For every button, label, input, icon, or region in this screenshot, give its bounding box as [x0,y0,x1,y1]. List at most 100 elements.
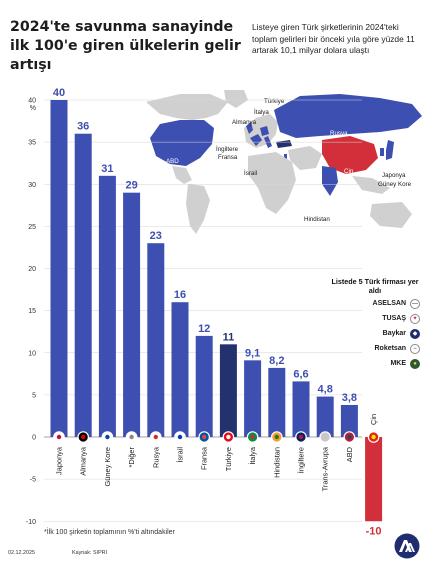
map-greenland [224,90,248,108]
flag-icon-center [371,434,376,440]
bar [195,335,213,437]
data-label: 40 [53,87,65,99]
legend-row: Baykar ◆ [330,327,420,340]
legend-firm-label: Baykar [382,330,406,337]
flag-icon-center [153,434,158,440]
data-label: 23 [150,230,162,242]
flag-icon-center [177,434,183,440]
y-tick-label: 40 [28,98,36,105]
flag-icon-center [226,434,231,440]
map-korea [380,148,384,156]
world-map: Türkiye İtalya Almanya Rusya ABD İngilte… [140,88,426,236]
y-tick-label: 10 [28,350,36,357]
data-label: -10 [366,525,382,537]
flag-icon-center [105,434,110,440]
y-tick-label: 30 [28,182,36,189]
map-label-cin: Çin [344,168,354,175]
page-title: 2024'te savunma sanayinde ilk 100'e gire… [10,19,241,73]
category-label: Hindistan [272,447,281,478]
map-label-fransa: Fransa [218,154,238,161]
category-label: ABD [345,447,354,462]
y-tick-label: -5 [30,477,36,484]
map-france [250,134,262,146]
map-usa [150,120,214,166]
map-southeast-asia [352,176,390,194]
y-tick-label: -10 [26,519,36,526]
bar [171,302,189,437]
map-label-almanya: Almanya [232,119,257,126]
map-uk [246,122,253,134]
category-label: Trans-Avrupa [321,446,330,491]
bar [316,396,334,437]
category-label: Türkiye [224,447,233,471]
bar [74,133,92,437]
category-label: Rusya [151,446,160,468]
data-label: 31 [101,163,113,175]
bar [98,175,116,437]
category-label: Çin [369,414,378,425]
flag-icon-center [56,434,62,440]
bar [292,381,310,437]
bar [340,404,358,437]
data-label: 12 [198,323,210,335]
flag-icon-center [81,434,86,440]
data-label: 36 [77,121,89,133]
map-label-rusya: Rusya [330,130,348,137]
footnote: *İlk 100 şirketin toplamının %'ti altınd… [44,529,175,536]
category-label: Güney Kore [103,447,112,486]
data-label: 16 [174,289,186,301]
category-label: İsrail [176,447,185,463]
bar [365,437,383,522]
map-china [322,136,378,174]
mke-logo-icon: ● [410,358,420,369]
legend-row: Roketsan − [330,342,420,355]
y-tick-label: 35 [28,140,36,147]
legend-row: MKE ● [330,357,420,370]
data-label: 29 [125,180,137,192]
map-label-guney-kore: Güney Kore [378,181,412,188]
flag-icon-center [202,434,207,440]
y-tick-label: 0 [32,435,36,442]
y-tick-label: 20 [28,266,36,273]
map-label-ingiltere: İngiltere [216,146,239,153]
map-central-america [172,166,192,184]
map-label-turkiye: Türkiye [264,98,285,105]
legend-firm-label: Roketsan [374,345,406,352]
map-africa [248,152,296,214]
map-label-italya: İtalya [254,109,269,116]
flag-icon-center [274,434,279,440]
flag-icon-center [129,434,134,440]
category-label: *Diğer [127,446,136,467]
category-label: İtalya [248,446,257,465]
data-label: 11 [223,331,235,343]
y-tick-label: 5 [32,392,36,399]
footer-source: Kaynak: SIPRI [72,550,108,556]
data-label: 3,8 [342,392,357,404]
category-label: Japonya [55,446,64,475]
legend-firm-label: TUSAŞ [382,315,406,322]
y-axis-unit: % [30,105,36,112]
flag-icon-center [298,434,304,440]
map-middle-east [288,146,322,170]
bar [147,243,165,437]
category-label: İngiltere [297,447,306,473]
bar [123,192,141,437]
map-label-hindistan: Hindistan [304,216,330,223]
map-label-japonya: Japonya [382,172,406,179]
bar [244,360,262,437]
firm-legend: Listede 5 Türk firması yer aldı ASELSAN … [330,277,420,370]
map-japan [386,140,394,160]
data-label: 4,8 [318,384,333,396]
legend-firm-label: MKE [390,360,406,367]
data-label: 6,6 [293,368,308,380]
category-label: Fransa [200,446,209,470]
y-tick-label: 15 [28,308,36,315]
flag-icon-center [347,434,352,440]
baykar-logo-icon: ◆ [410,328,420,339]
bar [268,367,286,437]
aselsan-logo-icon: — [410,298,420,309]
category-label: Almanya [79,446,88,476]
bar [219,344,237,437]
